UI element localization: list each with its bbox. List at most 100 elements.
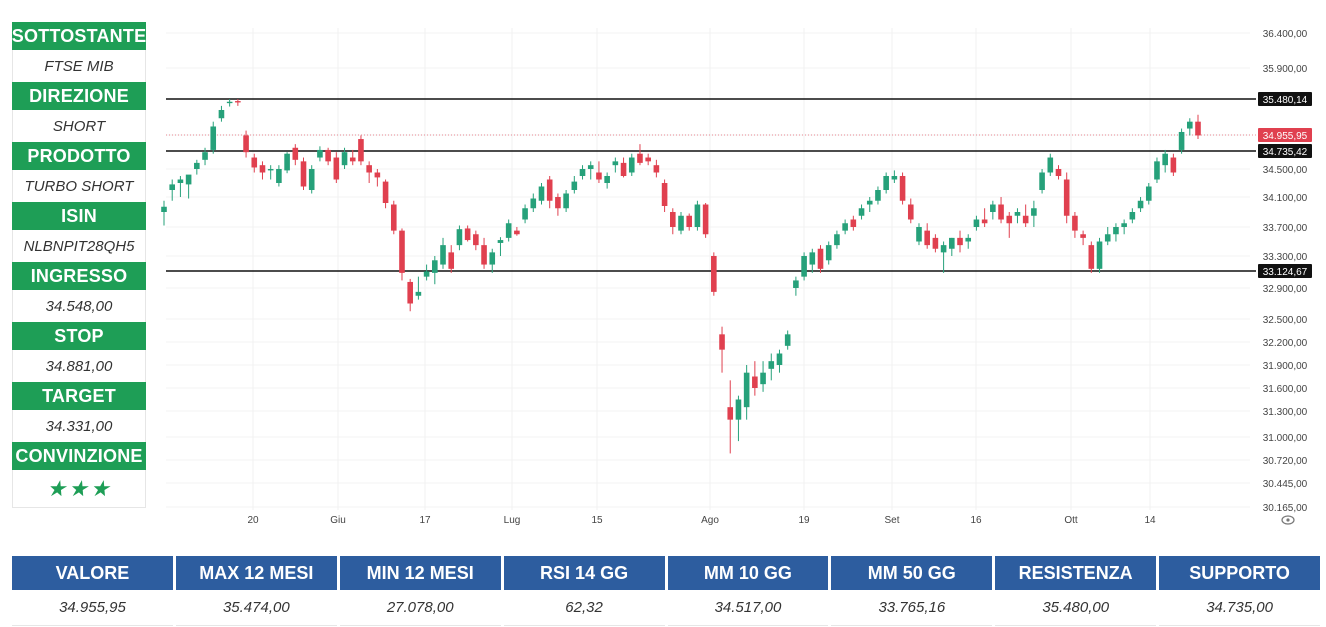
price-chart: 36.400,00 35.900,00 35.480,14 34.955,95 34.7… — [161, 28, 1312, 526]
level-tag — [1258, 144, 1312, 158]
candle — [596, 161, 602, 183]
candle — [973, 215, 980, 231]
candle — [817, 245, 824, 273]
candle — [1186, 118, 1193, 136]
candle-body — [563, 193, 569, 209]
level-tag — [1258, 92, 1312, 106]
candle-body — [571, 181, 578, 190]
candle — [349, 149, 356, 166]
candle — [899, 172, 906, 205]
stats-value: 34.735,00 — [1159, 590, 1320, 626]
y-tick-label: 36.400,00 — [1263, 29, 1308, 40]
candle-body — [784, 334, 791, 346]
candle-body — [432, 260, 438, 273]
candle — [546, 176, 553, 209]
stats-header: RSI 14 GG — [503, 556, 665, 590]
candle-body — [866, 200, 873, 205]
stats-column: RSI 14 GG 62,32 — [503, 556, 665, 626]
candle-body — [251, 157, 258, 168]
sidebar-label: PRODOTTO — [12, 142, 146, 170]
candle — [1055, 165, 1062, 180]
candle — [678, 212, 684, 235]
candle — [1145, 183, 1152, 205]
candle — [686, 213, 693, 231]
candle — [801, 252, 807, 281]
candle-body — [185, 174, 192, 185]
candle-body — [448, 252, 455, 269]
candle — [1129, 208, 1136, 224]
candle — [456, 225, 463, 251]
candle-body — [981, 219, 988, 224]
candle — [210, 121, 217, 154]
chart-grid — [166, 28, 1250, 510]
candle — [194, 159, 200, 175]
candle-body — [1113, 227, 1119, 235]
candle-body — [916, 227, 922, 242]
sidebar-value: 34.881,00 — [12, 350, 146, 382]
stats-header: MAX 12 MESI — [175, 556, 337, 590]
candle-body — [973, 219, 980, 227]
x-tick-label: 16 — [970, 515, 982, 526]
candle-body — [711, 256, 717, 292]
sidebar-value: FTSE MIB — [12, 50, 146, 82]
candle — [243, 130, 249, 158]
candle — [497, 237, 504, 256]
candle — [866, 197, 873, 212]
candle-body — [308, 169, 315, 190]
candle — [1047, 153, 1054, 176]
level-lines — [166, 98, 1256, 272]
candle-body — [612, 161, 619, 166]
candle — [916, 223, 922, 246]
candle — [1072, 212, 1078, 238]
candle — [1096, 237, 1103, 273]
candle-body — [226, 101, 233, 104]
candle-body — [809, 252, 816, 265]
x-tick-label: Ago — [701, 515, 719, 526]
y-tick-label: 30.445,00 — [1263, 479, 1308, 490]
candle — [784, 330, 791, 350]
candle — [473, 230, 479, 251]
candle — [793, 276, 799, 296]
candle-body — [423, 271, 430, 277]
candle — [292, 144, 299, 166]
candle — [957, 230, 963, 253]
candle — [858, 204, 865, 220]
candle — [752, 361, 758, 396]
candle-body — [817, 248, 824, 269]
candle-body — [1031, 208, 1037, 216]
candle — [1080, 230, 1086, 246]
sidebar-label: INGRESSO — [12, 262, 146, 290]
candle-body — [169, 184, 176, 190]
candle — [727, 380, 734, 454]
candle-body — [546, 179, 553, 201]
y-tick-label: 30.720,00 — [1263, 456, 1308, 467]
candle — [776, 349, 783, 373]
candle — [694, 200, 701, 231]
candle — [317, 146, 323, 162]
candle-body — [1186, 121, 1193, 129]
candle — [702, 203, 709, 238]
candle-body — [1014, 212, 1021, 216]
candle-body — [907, 204, 914, 220]
candle — [464, 225, 471, 242]
y-tick-label: 34.100,00 — [1263, 193, 1308, 204]
candle-body — [735, 399, 742, 420]
settings-eye-icon[interactable] — [1281, 515, 1295, 525]
candle — [1137, 197, 1144, 212]
candle — [259, 161, 266, 180]
candle-body — [719, 334, 725, 350]
candle — [1088, 241, 1095, 273]
x-tick-label: Giu — [330, 515, 346, 526]
candle — [235, 99, 241, 106]
candle-body — [842, 223, 848, 231]
x-axis: 20 Giu 17 Lug 15 Ago 19 Set 16 Ott 14 — [247, 515, 1156, 526]
candle-body — [382, 181, 389, 203]
sidebar-label: DIREZIONE — [12, 82, 146, 110]
candle — [333, 152, 340, 183]
candle-body — [358, 139, 364, 162]
stats-column: MAX 12 MESI 35.474,00 — [175, 556, 337, 626]
candle-body — [834, 234, 840, 246]
candle — [620, 157, 627, 178]
candle — [825, 241, 832, 265]
candle — [1006, 212, 1013, 238]
